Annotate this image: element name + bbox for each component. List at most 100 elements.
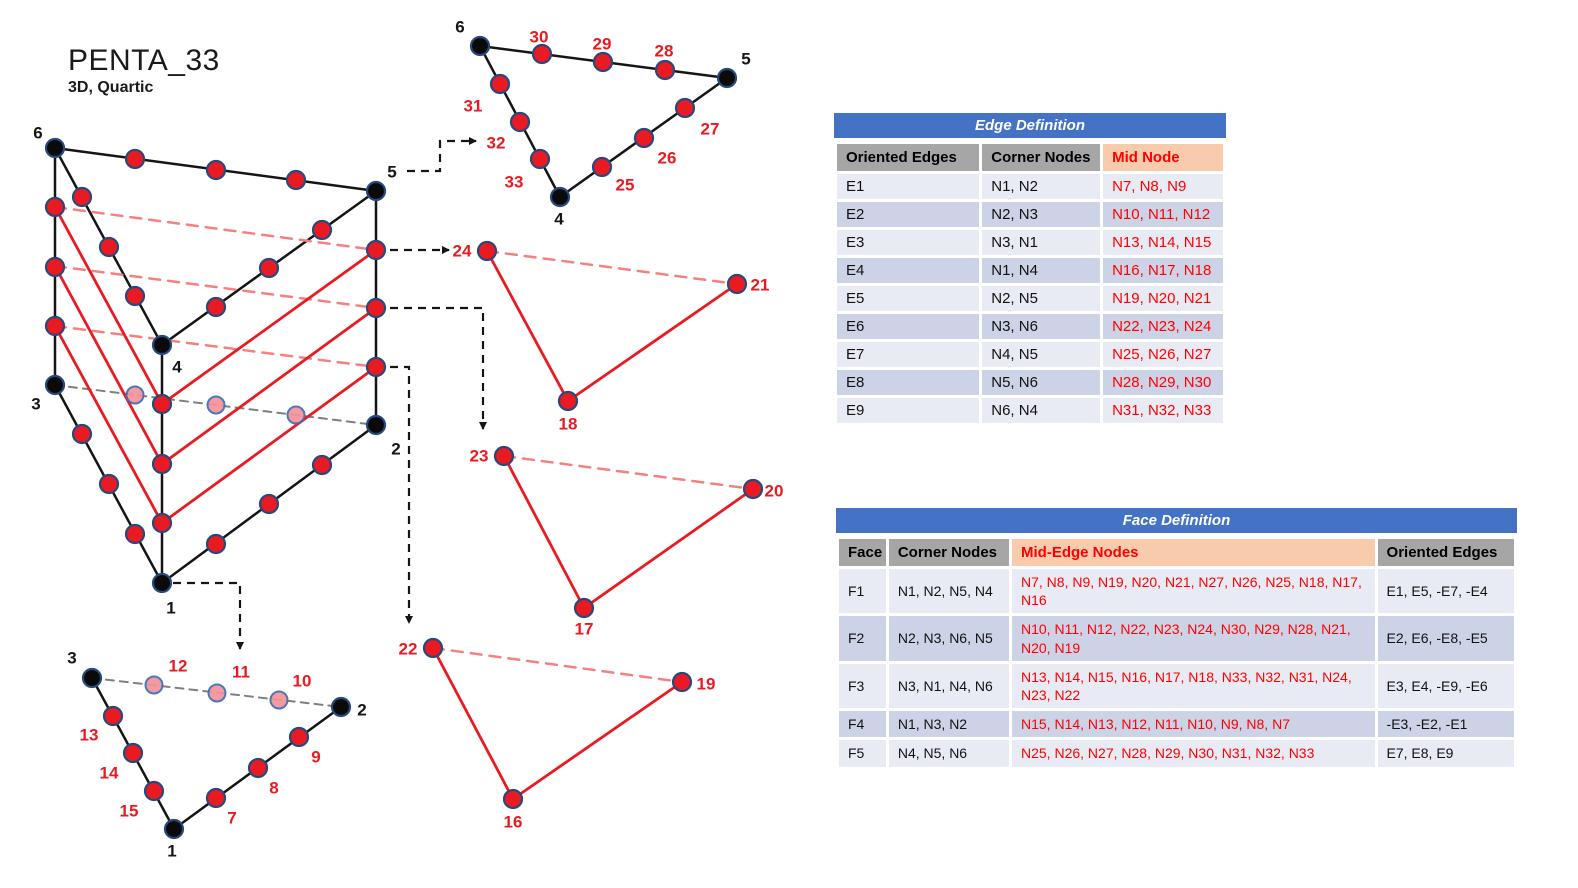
face-tbl-cell-r2-c3: E3, E4, -E9, -E6 [1377, 663, 1514, 709]
edge-tbl-cell-r6-c2: N25, N26, N27 [1103, 342, 1223, 367]
edge-tbl-cell-r5-c0: E6 [837, 314, 980, 339]
node-label-15: 15 [120, 802, 139, 821]
callout-arrow [407, 137, 477, 173]
node-label-11: 11 [232, 663, 250, 682]
face-tbl-cell-r3-c1: N1, N3, N2 [888, 711, 1009, 738]
node-label-30: 30 [530, 28, 549, 47]
edge-tbl-cell-r8-c1: N6, N4 [982, 398, 1101, 423]
corner-node [365, 414, 387, 436]
corner-node [151, 334, 173, 356]
face-tbl-cell-r0-c3: E1, E5, -E7, -E4 [1377, 569, 1514, 614]
edge-tbl-row-0: E1 N1, N2 N7, N8, N9 [837, 174, 1223, 199]
mid-edge-node [654, 59, 676, 81]
mid-edge-node [365, 297, 387, 319]
face-tbl-cell-r0-c0: F1 [839, 569, 886, 614]
edge-table-grid: Oriented Edges Corner Nodes Mid Node E1 N1, … [834, 141, 1226, 426]
corner-node [44, 374, 66, 396]
node-label-24: 24 [453, 242, 472, 261]
node-label-6: 6 [455, 18, 464, 37]
edge-tbl-cell-r3-c0: E4 [837, 258, 980, 283]
mid-edge-node [365, 356, 387, 378]
face-tbl-row-0: F1 N1, N2, N5, N4 N7, N8, N9, N19, N20, N2… [839, 569, 1514, 614]
hidden-node [144, 675, 164, 695]
mid-edge-node [591, 156, 613, 178]
node-label-18: 18 [559, 415, 578, 434]
face-tbl-row-1: F2 N2, N3, N6, N5 N10, N11, N12, N22, N23,… [839, 616, 1514, 661]
node-label-29: 29 [593, 35, 612, 54]
edge-tbl-cell-r0-c1: N1, N2 [982, 174, 1101, 199]
mid-edge-node [288, 726, 310, 748]
mid-edge-node [143, 780, 165, 802]
mid-edge-node [151, 393, 173, 415]
mid-edge-node [476, 240, 498, 262]
section-edge [485, 249, 570, 403]
edge-tbl-row-2: E3 N3, N1 N13, N14, N15 [837, 230, 1223, 255]
mid-edge-node [258, 257, 280, 279]
edge-tbl-row-4: E5 N2, N5 N19, N20, N21 [837, 286, 1223, 311]
corner-node [469, 35, 491, 57]
hidden-node [206, 395, 226, 415]
node-label-4: 4 [172, 358, 182, 377]
section-hidden-edge [53, 264, 378, 310]
node-label-21: 21 [751, 276, 770, 295]
corner-node [549, 186, 571, 208]
edge-tbl-cell-r1-c2: N10, N11, N12 [1103, 202, 1223, 227]
node-label-13: 13 [80, 726, 99, 745]
node-label-8: 8 [269, 779, 278, 798]
page-title: PENTA_33 [68, 44, 220, 77]
edge-tbl-cell-r4-c2: N19, N20, N21 [1103, 286, 1223, 311]
title-block: PENTA_33 3D, Quartic [68, 44, 220, 97]
node-label-3: 3 [31, 395, 40, 414]
mid-edge-node [258, 493, 280, 515]
edge-tbl-cell-r4-c1: N2, N5 [982, 286, 1101, 311]
corner-node [81, 667, 103, 689]
corner-node [44, 137, 66, 159]
mid-edge-node [44, 315, 66, 337]
mid-edge-node [573, 597, 595, 619]
edge-tbl-cell-r1-c1: N2, N3 [982, 202, 1101, 227]
face-tbl-cell-r4-c2: N25, N26, N27, N28, N29, N30, N31, N32, … [1012, 740, 1375, 767]
mid-edge-node [509, 111, 531, 133]
node-label-10: 10 [293, 672, 312, 691]
edge-definition-table: Edge Definition Oriented Edges Corner Nod… [834, 113, 1226, 426]
face-tbl-col-header-3: Oriented Edges [1377, 539, 1514, 566]
hidden-node [125, 385, 145, 405]
edge-tbl-cell-r5-c2: N22, N23, N24 [1103, 314, 1223, 339]
section-hidden-edge [502, 454, 755, 491]
face-definition-table: Face Definition Face Corner Nodes Mid-Edge… [836, 508, 1517, 770]
face-tbl-cell-r1-c3: E2, E6, -E8, -E5 [1377, 616, 1514, 661]
edge-tbl-cell-r8-c2: N31, N32, N33 [1103, 398, 1223, 423]
section-edge [160, 365, 378, 525]
corner-node [151, 572, 173, 594]
face-tbl-cell-r4-c0: F5 [839, 740, 886, 767]
mid-edge-node [122, 742, 144, 764]
mid-edge-node [285, 169, 307, 191]
mid-edge-node [557, 390, 579, 412]
mid-edge-node [44, 196, 66, 218]
edge-tbl-cell-r7-c0: E8 [837, 370, 980, 395]
node-label-12: 12 [169, 657, 188, 676]
corner-node [163, 818, 185, 840]
node-label-1: 1 [167, 842, 176, 861]
mid-edge-node [247, 757, 269, 779]
section-hidden-edge [53, 324, 378, 369]
mid-edge-node [124, 523, 146, 545]
node-label-2: 2 [357, 701, 366, 720]
node-label-19: 19 [697, 675, 716, 694]
node-label-16: 16 [504, 813, 523, 832]
edge-tbl-col-header-0: Oriented Edges [837, 144, 980, 171]
callout-arrow [173, 581, 244, 650]
face-table-grid: Face Corner Nodes Mid-Edge Nodes Oriented E… [836, 536, 1517, 770]
section-edge [53, 205, 164, 406]
edge-tbl-cell-r0-c0: E1 [837, 174, 980, 199]
edge-tbl-cell-r2-c1: N3, N1 [982, 230, 1101, 255]
mid-edge-node [205, 787, 227, 809]
face-tbl-cell-r0-c1: N1, N2, N5, N4 [888, 569, 1009, 614]
mid-edge-node [205, 296, 227, 318]
node-label-4: 4 [554, 210, 564, 229]
node-label-20: 20 [765, 482, 784, 501]
edge-tbl-cell-r1-c0: E2 [837, 202, 980, 227]
mid-edge-node [493, 445, 515, 467]
mid-edge-node [44, 256, 66, 278]
